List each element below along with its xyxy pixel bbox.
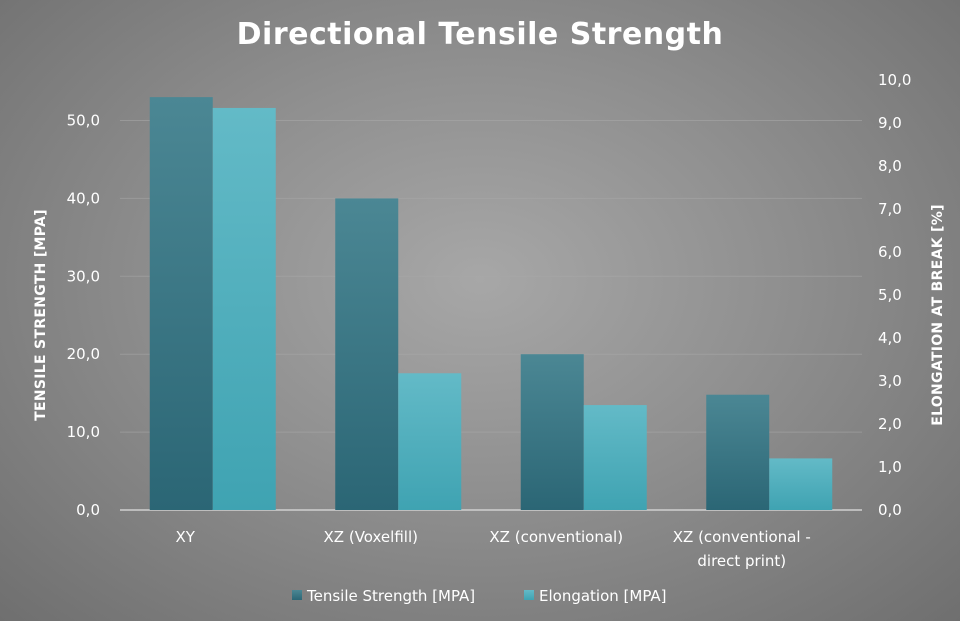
bar-tensile-strength (335, 198, 399, 510)
bar-tensile-strength (149, 97, 213, 510)
right-axis-ticks: 0,0 1,0 2,0 3,0 4,0 5,0 6,0 7,0 8,0 9,0 10,0 (878, 71, 911, 519)
right-tick-label: 1,0 (878, 458, 902, 476)
category-labels: XY XZ (Voxelfill) XZ (conventional) XZ (con… (176, 528, 811, 570)
left-tick-label: 10,0 (67, 423, 100, 441)
legend: Tensile Strength [MPA] Elongation [MPA] (292, 587, 667, 605)
bar-tensile-strength (706, 394, 770, 510)
right-tick-label: 3,0 (878, 372, 902, 390)
chart-title: Directional Tensile Strength (237, 17, 724, 52)
legend-label: Tensile Strength [MPA] (306, 587, 475, 605)
right-tick-label: 0,0 (878, 501, 902, 519)
legend-label: Elongation [MPA] (539, 587, 667, 605)
bar-elongation (398, 373, 462, 510)
right-tick-label: 6,0 (878, 243, 902, 261)
left-tick-label: 50,0 (67, 112, 100, 130)
right-tick-label: 2,0 (878, 415, 902, 433)
legend-swatch (292, 590, 302, 600)
bar-elongation (769, 458, 833, 510)
category-label: XZ (conventional) (489, 528, 623, 546)
right-tick-label: 9,0 (878, 114, 902, 132)
category-label: XZ (Voxelfill) (324, 528, 418, 546)
right-tick-label: 4,0 (878, 329, 902, 347)
legend-swatch (524, 590, 534, 600)
left-tick-label: 30,0 (67, 267, 100, 285)
right-tick-label: 10,0 (878, 71, 911, 89)
right-axis-title: ELONGATION AT BREAK [%] (930, 204, 946, 426)
category-label: XZ (conventional - (673, 528, 811, 546)
category-label: XY (176, 528, 196, 546)
bars (149, 97, 833, 510)
right-tick-label: 8,0 (878, 157, 902, 175)
left-axis-ticks: 0,0 10,0 20,0 30,0 40,0 50,0 (67, 112, 100, 520)
left-axis-title: TENSILE STRENGTH [MPA] (33, 209, 49, 421)
bar-elongation (212, 107, 276, 510)
bar-tensile-strength (520, 354, 584, 510)
right-tick-label: 7,0 (878, 200, 902, 218)
right-tick-label: 5,0 (878, 286, 902, 304)
bar-elongation (583, 405, 647, 510)
category-label: direct print) (697, 552, 786, 570)
left-tick-label: 40,0 (67, 189, 100, 207)
left-tick-label: 0,0 (76, 501, 100, 519)
left-tick-label: 20,0 (67, 345, 100, 363)
